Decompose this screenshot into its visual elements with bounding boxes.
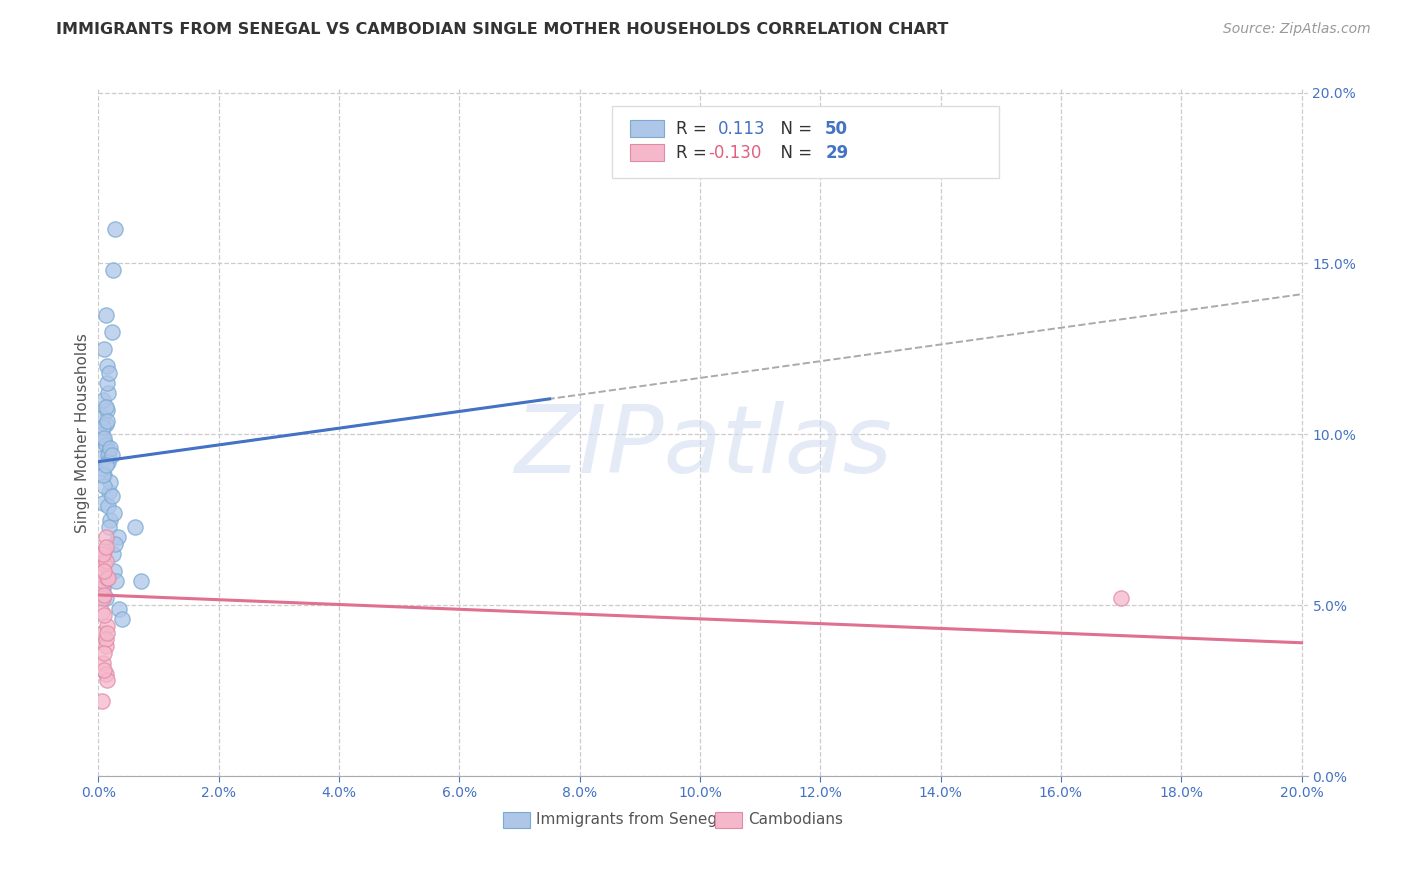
Y-axis label: Single Mother Households: Single Mother Households bbox=[75, 333, 90, 533]
FancyBboxPatch shape bbox=[613, 106, 1000, 178]
Point bbox=[91, 574, 114, 589]
Point bbox=[94, 540, 117, 554]
Point bbox=[93, 564, 115, 578]
Point bbox=[91, 420, 114, 434]
Point bbox=[91, 694, 114, 708]
Point bbox=[98, 444, 121, 458]
Point bbox=[91, 564, 114, 578]
Text: N =: N = bbox=[769, 120, 817, 137]
Point bbox=[98, 366, 121, 380]
Point bbox=[129, 574, 152, 589]
Point bbox=[107, 530, 129, 544]
Point bbox=[91, 496, 114, 510]
Text: -0.130: -0.130 bbox=[707, 144, 761, 161]
Point bbox=[94, 639, 117, 653]
Point bbox=[100, 441, 122, 455]
Point bbox=[94, 554, 117, 568]
Point bbox=[97, 571, 120, 585]
Point bbox=[96, 571, 118, 585]
Point bbox=[100, 448, 122, 462]
Text: R =: R = bbox=[676, 120, 717, 137]
Point bbox=[91, 550, 114, 565]
Point bbox=[91, 468, 114, 483]
Bar bbox=[503, 813, 530, 828]
Point bbox=[97, 455, 120, 469]
Point bbox=[91, 625, 114, 640]
Point bbox=[124, 519, 146, 533]
Point bbox=[93, 478, 115, 492]
Point bbox=[93, 431, 115, 445]
Point bbox=[91, 547, 114, 561]
Point bbox=[101, 263, 124, 277]
Point bbox=[103, 564, 125, 578]
Bar bbox=[630, 145, 664, 161]
Point bbox=[96, 376, 118, 390]
Point bbox=[94, 666, 117, 681]
Point bbox=[91, 657, 114, 671]
Point bbox=[93, 557, 115, 571]
Text: Cambodians: Cambodians bbox=[748, 813, 842, 828]
Point bbox=[91, 461, 114, 475]
Point bbox=[93, 646, 115, 660]
Text: 0.113: 0.113 bbox=[717, 120, 765, 137]
Text: Immigrants from Senegal: Immigrants from Senegal bbox=[536, 813, 731, 828]
Point bbox=[94, 591, 117, 606]
Point bbox=[93, 588, 115, 602]
Point bbox=[93, 608, 115, 623]
Point bbox=[96, 673, 118, 688]
Point bbox=[98, 485, 121, 500]
Point bbox=[100, 489, 122, 503]
Point bbox=[103, 506, 125, 520]
Point bbox=[91, 581, 114, 595]
Point bbox=[96, 359, 118, 373]
Point bbox=[108, 601, 131, 615]
Point bbox=[97, 499, 120, 513]
Point bbox=[94, 632, 117, 647]
Point bbox=[100, 513, 122, 527]
Point bbox=[93, 543, 115, 558]
Point bbox=[91, 427, 114, 442]
Point bbox=[96, 414, 118, 428]
Point bbox=[93, 468, 115, 483]
Point bbox=[97, 386, 120, 401]
Text: 50: 50 bbox=[825, 120, 848, 137]
Point bbox=[93, 342, 115, 356]
Text: IMMIGRANTS FROM SENEGAL VS CAMBODIAN SINGLE MOTHER HOUSEHOLDS CORRELATION CHART: IMMIGRANTS FROM SENEGAL VS CAMBODIAN SIN… bbox=[56, 22, 949, 37]
Point bbox=[91, 410, 114, 425]
Point bbox=[100, 475, 122, 490]
Bar bbox=[716, 813, 742, 828]
Point bbox=[93, 434, 115, 449]
Text: 29: 29 bbox=[825, 144, 848, 161]
Point bbox=[101, 547, 124, 561]
Point bbox=[91, 393, 114, 408]
Point bbox=[91, 581, 114, 595]
Point bbox=[97, 448, 120, 462]
Point bbox=[105, 574, 128, 589]
Point bbox=[94, 400, 117, 414]
Text: N =: N = bbox=[769, 144, 817, 161]
Point bbox=[94, 530, 117, 544]
Text: ZIPatlas: ZIPatlas bbox=[515, 401, 891, 491]
Point bbox=[96, 403, 118, 417]
Text: Source: ZipAtlas.com: Source: ZipAtlas.com bbox=[1223, 22, 1371, 37]
Point bbox=[104, 222, 127, 236]
Point bbox=[96, 618, 118, 632]
Point bbox=[94, 308, 117, 322]
Point bbox=[91, 605, 114, 619]
Point bbox=[94, 437, 117, 451]
Point bbox=[93, 663, 115, 677]
Point bbox=[94, 417, 117, 431]
Point bbox=[111, 612, 134, 626]
Point bbox=[91, 591, 114, 606]
Point bbox=[94, 458, 117, 472]
Text: R =: R = bbox=[676, 144, 713, 161]
Point bbox=[1109, 591, 1132, 606]
Point bbox=[96, 625, 118, 640]
Point bbox=[104, 537, 127, 551]
Point bbox=[100, 325, 122, 339]
Point bbox=[91, 451, 114, 466]
Bar bbox=[630, 120, 664, 137]
Point bbox=[98, 519, 121, 533]
